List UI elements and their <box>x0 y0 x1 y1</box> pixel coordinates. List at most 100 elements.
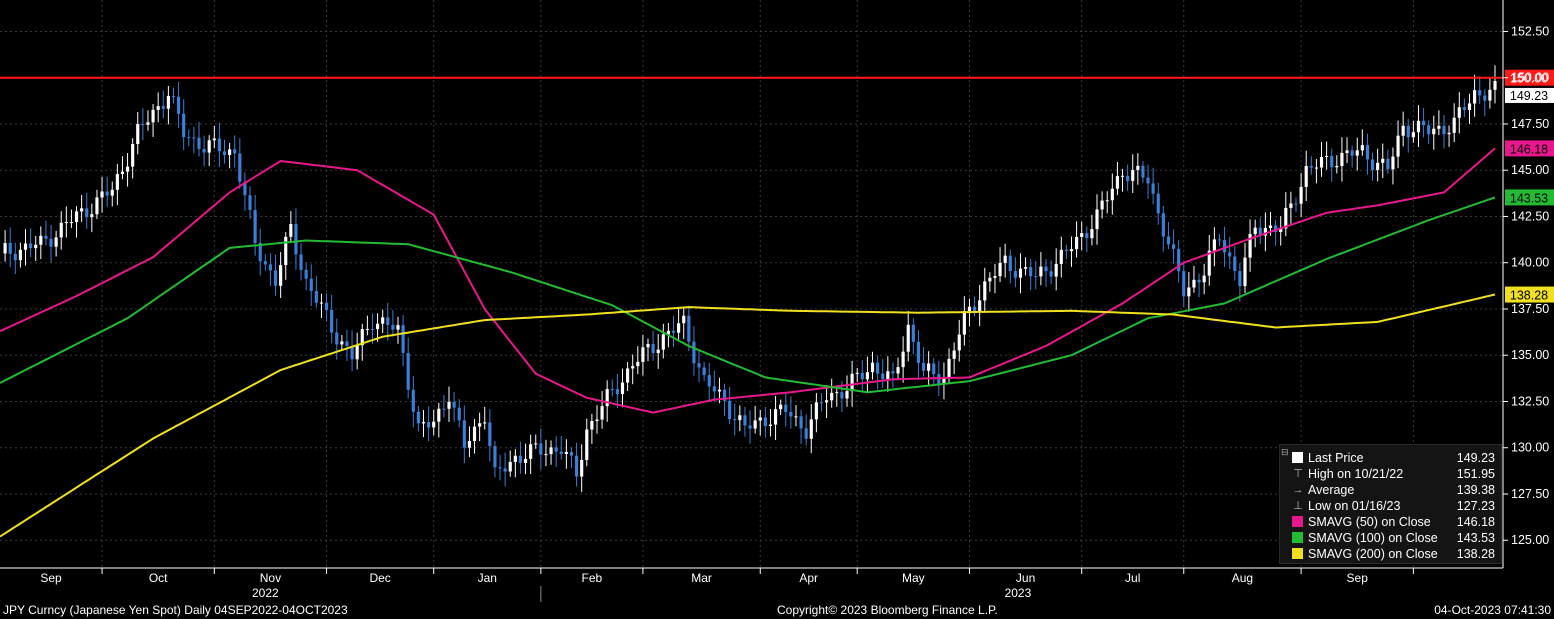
candle-body <box>141 124 145 126</box>
legend-label: SMAVG (50) on Close <box>1308 515 1431 529</box>
candle-body <box>855 372 859 374</box>
candle-body <box>457 407 461 421</box>
candle-body <box>493 445 497 468</box>
legend-label: Average <box>1308 483 1355 497</box>
candle-body <box>80 208 84 212</box>
candle-body <box>1258 227 1262 236</box>
candle-body <box>738 415 742 421</box>
reference-line-150: 150.00 149.23 <box>0 69 1554 103</box>
candle-body <box>18 249 22 261</box>
legend-collapse-icon[interactable]: ⊟ <box>1281 447 1289 457</box>
candle-body <box>646 343 650 348</box>
candle-body <box>95 197 99 215</box>
x-month-label: Nov <box>260 571 281 585</box>
candle-body <box>1411 132 1415 138</box>
candle-body <box>1197 279 1201 283</box>
legend-swatch <box>1292 548 1303 559</box>
candle-body <box>773 409 778 425</box>
candle-body <box>105 191 109 196</box>
candle-body <box>197 137 201 149</box>
candle-body <box>534 443 538 445</box>
candle-body <box>447 401 451 409</box>
candle-body <box>962 311 966 335</box>
candle-body <box>978 300 982 312</box>
candle-body <box>748 425 752 429</box>
candle-body <box>437 408 441 422</box>
candle-body <box>682 315 686 324</box>
y-tick-label: 130.00 <box>1511 441 1549 455</box>
candle-body <box>615 389 619 395</box>
x-year-label: 2022 <box>252 586 279 600</box>
candle-body <box>171 95 176 97</box>
candle-body <box>564 451 568 455</box>
legend-row: → Average 139.38 <box>1280 482 1501 498</box>
legend-row: SMAVG (50) on Close 146.18 <box>1280 514 1501 530</box>
candle-body <box>370 328 375 330</box>
candle-body <box>692 341 696 364</box>
footer-copyright: Copyright© 2023 Bloomberg Finance L.P. <box>777 603 998 617</box>
candle-body <box>1421 120 1426 126</box>
candle-body <box>360 329 364 346</box>
candle-body <box>212 138 216 141</box>
candle-body <box>1457 107 1461 118</box>
candle-body <box>1299 186 1303 204</box>
y-axis: 152.50 150.00 147.50 145.00 142.50 140.00 137.… <box>1502 0 1549 568</box>
candle-body <box>248 195 252 211</box>
candle-body <box>1391 156 1395 170</box>
candle-body <box>600 406 604 420</box>
candle-body <box>697 363 701 368</box>
legend-label: Low on 01/16/23 <box>1308 499 1401 513</box>
legend-label: SMAVG (100) on Close <box>1308 531 1438 545</box>
candle-body <box>268 264 273 271</box>
candle-body <box>74 211 79 223</box>
x-month-label: Dec <box>369 571 390 585</box>
legend-value: 138.28 <box>1456 547 1495 561</box>
candle-body <box>1029 267 1033 277</box>
candle-body <box>187 137 191 139</box>
footer-timestamp: 04-Oct-2023 07:41:30 <box>1434 603 1551 617</box>
legend-value: 151.95 <box>1456 467 1495 481</box>
y-tick-label: 142.50 <box>1511 209 1549 223</box>
candle-body <box>120 171 125 174</box>
candle-body <box>1008 255 1012 271</box>
candle-body <box>110 189 114 196</box>
candle-body <box>1478 90 1482 96</box>
candle-body <box>243 181 247 196</box>
candle-body <box>580 459 584 477</box>
candle-body <box>1023 267 1028 269</box>
candle-body <box>952 350 956 359</box>
candle-body <box>1330 156 1334 168</box>
candle-body <box>1049 271 1053 277</box>
candle-body <box>156 106 160 110</box>
candle-body <box>452 401 456 408</box>
candle-body <box>1365 145 1370 160</box>
candle-body <box>319 302 324 304</box>
candle-body <box>998 262 1002 277</box>
x-month-label: May <box>902 571 925 585</box>
legend-marker-icon: ⊥ <box>1293 500 1303 512</box>
candle-body <box>707 375 711 387</box>
moving-average-line <box>0 293 1496 538</box>
candle-body <box>712 386 716 392</box>
candle-body <box>416 411 420 424</box>
legend-label: SMAVG (200) on Close <box>1308 547 1438 561</box>
legend-value: 146.18 <box>1456 515 1495 529</box>
candle-body <box>432 421 436 428</box>
candle-body <box>1105 200 1109 202</box>
candle-body <box>1447 132 1451 135</box>
candle-body <box>1131 169 1135 181</box>
candle-body <box>717 389 722 392</box>
candle-body <box>1493 81 1497 90</box>
x-month-label: Aug <box>1232 571 1253 585</box>
candle-body <box>1401 125 1405 136</box>
candle-body <box>809 419 813 439</box>
candle-body <box>763 417 767 427</box>
candle-body <box>753 420 757 429</box>
candle-body <box>559 451 563 455</box>
candle-body <box>411 389 415 412</box>
candle-body <box>498 467 502 469</box>
legend-value: 143.53 <box>1456 531 1495 545</box>
legend-swatch <box>1292 532 1303 543</box>
candle-body <box>947 358 951 379</box>
candle-body <box>406 352 410 390</box>
